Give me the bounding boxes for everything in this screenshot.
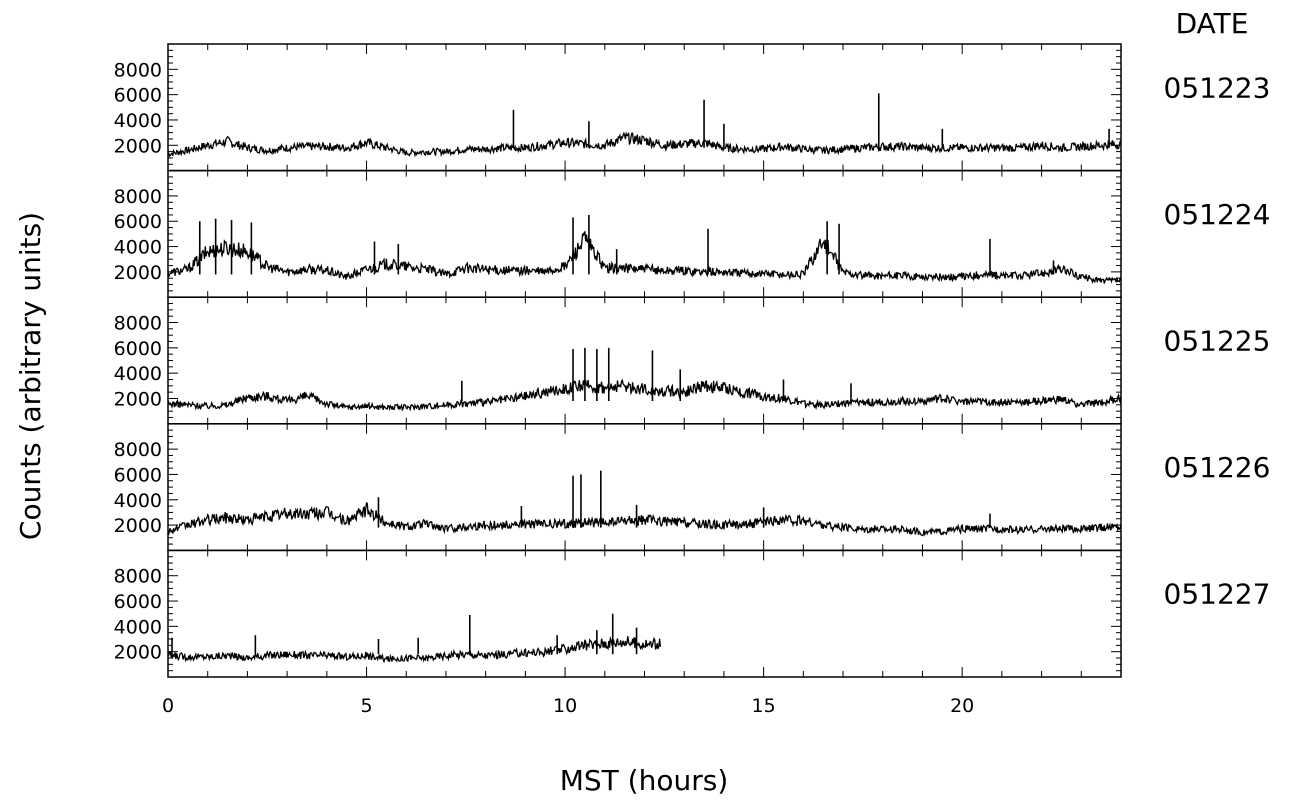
series-line-051226 <box>167 501 1122 537</box>
panel-051224: 2000 4000 6000 8000 051224 <box>114 169 1271 298</box>
series-line-051227 <box>167 635 662 664</box>
date-label: 051223 <box>1164 71 1271 104</box>
y-tick-label: 8000 <box>114 566 162 588</box>
y-tick-label: 6000 <box>114 211 162 233</box>
x-tick-label: 20 <box>950 695 974 717</box>
y-tick-label: 2000 <box>114 388 162 410</box>
panel-051227: 2000 4000 6000 8000 051227 <box>114 549 1271 678</box>
y-tick-label: 6000 <box>114 464 162 486</box>
x-tick-labels: 0 5 10 15 20 <box>162 695 974 717</box>
y-tick-label: 4000 <box>114 237 162 259</box>
date-label: 051227 <box>1164 578 1271 611</box>
date-label: 051225 <box>1164 325 1271 358</box>
y-tick-label: 4000 <box>114 110 162 132</box>
panel-051226: 2000 4000 6000 8000 051226 <box>114 423 1271 552</box>
x-tick-label: 5 <box>360 695 372 717</box>
y-axis-title: Counts (arbitrary units) <box>14 212 47 540</box>
panels-layer: 2000 4000 6000 8000 051223 2000 4000 6000 8000 05… <box>114 43 1271 678</box>
series-line-051224 <box>167 230 1122 285</box>
y-tick-label: 2000 <box>114 262 162 284</box>
panel-051223: 2000 4000 6000 8000 051223 <box>114 43 1271 172</box>
y-tick-label: 2000 <box>114 642 162 664</box>
y-tick-label: 8000 <box>114 59 162 81</box>
date-label: 051224 <box>1164 198 1271 231</box>
y-tick-label: 8000 <box>114 313 162 335</box>
y-tick-label: 4000 <box>114 490 162 512</box>
y-tick-label: 8000 <box>114 439 162 461</box>
y-tick-label: 4000 <box>114 363 162 385</box>
x-tick-label: 15 <box>752 695 776 717</box>
y-tick-label: 6000 <box>114 591 162 613</box>
x-axis-title: MST (hours) <box>560 764 729 797</box>
date-label: 051226 <box>1164 451 1271 484</box>
series-line-051223 <box>167 131 1122 158</box>
y-tick-label: 6000 <box>114 338 162 360</box>
y-tick-label: 2000 <box>114 515 162 537</box>
y-tick-label: 2000 <box>114 135 162 157</box>
y-tick-label: 8000 <box>114 186 162 208</box>
panel-051225: 2000 4000 6000 8000 051225 <box>114 296 1271 425</box>
y-tick-label: 4000 <box>114 616 162 638</box>
series-line-051225 <box>167 378 1122 412</box>
x-tick-label: 10 <box>553 695 577 717</box>
y-tick-label: 6000 <box>114 85 162 107</box>
date-header: DATE <box>1176 7 1249 40</box>
x-tick-label: 0 <box>162 695 174 717</box>
